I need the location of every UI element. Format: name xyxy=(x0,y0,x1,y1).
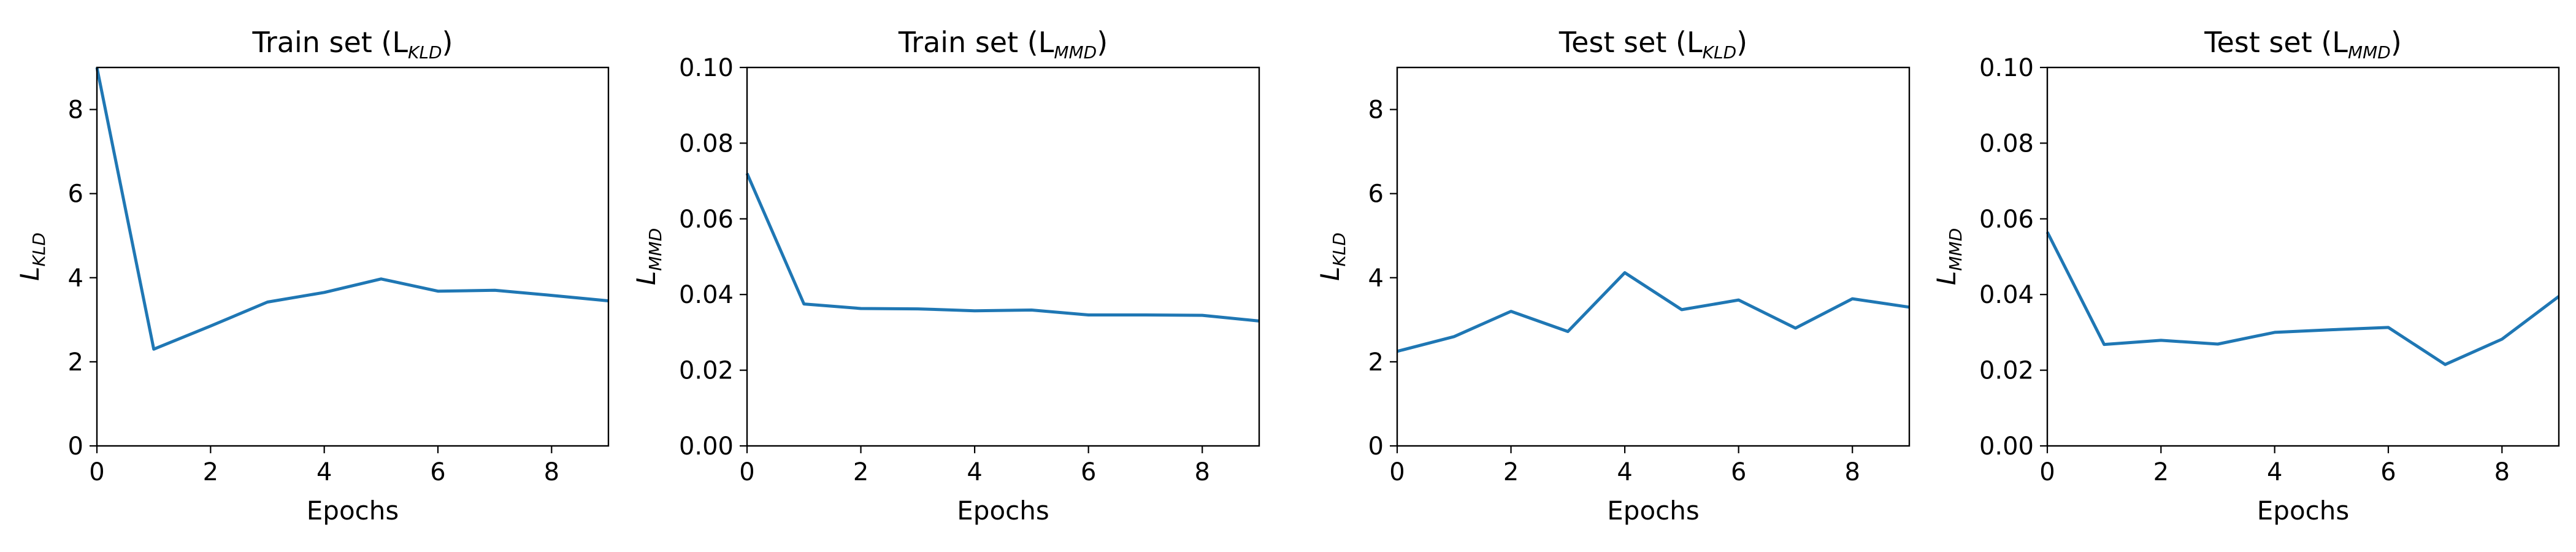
chart-title-text: Train set (L xyxy=(252,26,408,59)
chart-title: Train set (LMMD) xyxy=(898,26,1108,63)
y-tick-label: 0.06 xyxy=(679,205,734,234)
plot-frame xyxy=(2046,66,2560,447)
y-axis-label-subscript: KLD xyxy=(29,232,49,267)
y-tick-label: 0 xyxy=(1368,432,1384,461)
y-tick-label: 0.00 xyxy=(1979,432,2034,461)
plot-frame xyxy=(96,66,610,447)
x-tick-label: 8 xyxy=(1194,458,1209,486)
x-axis-label: Epochs xyxy=(307,496,399,526)
y-tick-label: 6 xyxy=(68,180,83,209)
y-tick-label: 0.08 xyxy=(1979,129,2034,158)
chart-title-text: Test set (L xyxy=(2204,26,2348,59)
x-tick-label: 0 xyxy=(739,458,754,486)
x-tick-label: 2 xyxy=(2153,458,2169,486)
x-tick-label: 8 xyxy=(2494,458,2510,486)
y-axis-label-subscript: MMD xyxy=(1945,228,1966,271)
chart-title-subscript: MMD xyxy=(2348,42,2391,63)
x-tick-label: 4 xyxy=(967,458,982,486)
chart-title-subscript: KLD xyxy=(1703,42,1737,63)
x-tick-label: 0 xyxy=(89,458,104,486)
y-axis-label: LMMD xyxy=(1931,228,1966,285)
chart-title-subscript: MMD xyxy=(1054,42,1097,63)
y-tick-label: 0.04 xyxy=(679,281,734,309)
y-tick-label: 6 xyxy=(1368,180,1384,209)
y-axis-label-main: L xyxy=(15,267,45,281)
chart-title-suffix: ) xyxy=(1097,26,1108,59)
y-axis-label: LKLD xyxy=(15,232,49,281)
x-axis-label: Epochs xyxy=(957,496,1049,526)
chart-title: Test set (LKLD) xyxy=(1558,26,1747,63)
series-line-1 xyxy=(95,67,609,351)
y-tick-label: 0.08 xyxy=(679,129,734,158)
y-tick-label: 8 xyxy=(68,96,83,125)
plot-frame xyxy=(746,66,1260,447)
x-tick-label: 8 xyxy=(1844,458,1860,486)
x-tick-label: 6 xyxy=(2380,458,2396,486)
y-tick-label: 0.02 xyxy=(679,357,734,385)
series-line-1 xyxy=(1397,271,1910,353)
x-tick-label: 4 xyxy=(1617,458,1632,486)
x-axis-label: Epochs xyxy=(1607,496,1700,526)
x-axis-label: Epochs xyxy=(2257,496,2350,526)
y-axis-label: LMMD xyxy=(631,228,665,285)
x-tick-label: 0 xyxy=(2039,458,2055,486)
y-tick-label: 0 xyxy=(68,432,83,461)
chart-title-suffix: ) xyxy=(2391,26,2402,59)
chart-title-text: Train set (L xyxy=(898,26,1054,59)
x-tick-label: 6 xyxy=(1731,458,1746,486)
chart-title-suffix: ) xyxy=(1736,26,1747,59)
chart-title: Train set (LKLD) xyxy=(252,26,453,63)
x-tick-label: 4 xyxy=(316,458,332,486)
y-tick-label: 0.10 xyxy=(679,54,734,82)
y-tick-label: 0.02 xyxy=(1979,357,2034,385)
chart-title-suffix: ) xyxy=(442,26,453,59)
x-tick-label: 2 xyxy=(1503,458,1519,486)
x-tick-label: 2 xyxy=(203,458,218,486)
series-line-1 xyxy=(2045,231,2560,366)
x-tick-label: 6 xyxy=(430,458,445,486)
x-tick-label: 4 xyxy=(2267,458,2282,486)
y-tick-label: 8 xyxy=(1368,96,1384,125)
x-tick-label: 0 xyxy=(1389,458,1405,486)
x-tick-label: 8 xyxy=(544,458,559,486)
y-axis-label-main: L xyxy=(1931,271,1961,285)
plot-frame xyxy=(1396,66,1911,447)
x-tick-label: 6 xyxy=(1081,458,1096,486)
y-tick-label: 0.04 xyxy=(1979,281,2034,309)
chart-panel-2: 0 2 4 6 8 0.00 0.02 0.04 0.06 0.08 0.10 Train set (… xyxy=(631,26,1260,526)
chart-title: Test set (LMMD) xyxy=(2204,26,2402,63)
y-axis-label-main: L xyxy=(631,271,661,285)
y-tick-label: 4 xyxy=(68,264,83,293)
chart-title-text: Test set (L xyxy=(1558,26,1703,59)
chart-title-subscript: KLD xyxy=(408,42,442,63)
series-line-1 xyxy=(745,172,1260,323)
x-tick-label: 2 xyxy=(853,458,868,486)
y-tick-label: 0.06 xyxy=(1979,205,2034,234)
y-tick-label: 0.00 xyxy=(679,432,734,461)
y-axis-label-subscript: MMD xyxy=(645,228,665,271)
y-axis-label: LKLD xyxy=(1315,232,1349,281)
y-tick-label: 0.10 xyxy=(1979,54,2034,82)
y-tick-label: 2 xyxy=(68,348,83,377)
y-tick-label: 4 xyxy=(1368,264,1384,293)
y-tick-label: 2 xyxy=(1368,348,1384,377)
chart-panel-4: 0 2 4 6 8 0.00 0.02 0.04 0.06 0.08 0.10 Test set (L… xyxy=(1931,26,2560,526)
y-axis-label-main: L xyxy=(1315,267,1345,281)
y-axis-label-subscript: KLD xyxy=(1329,232,1349,267)
